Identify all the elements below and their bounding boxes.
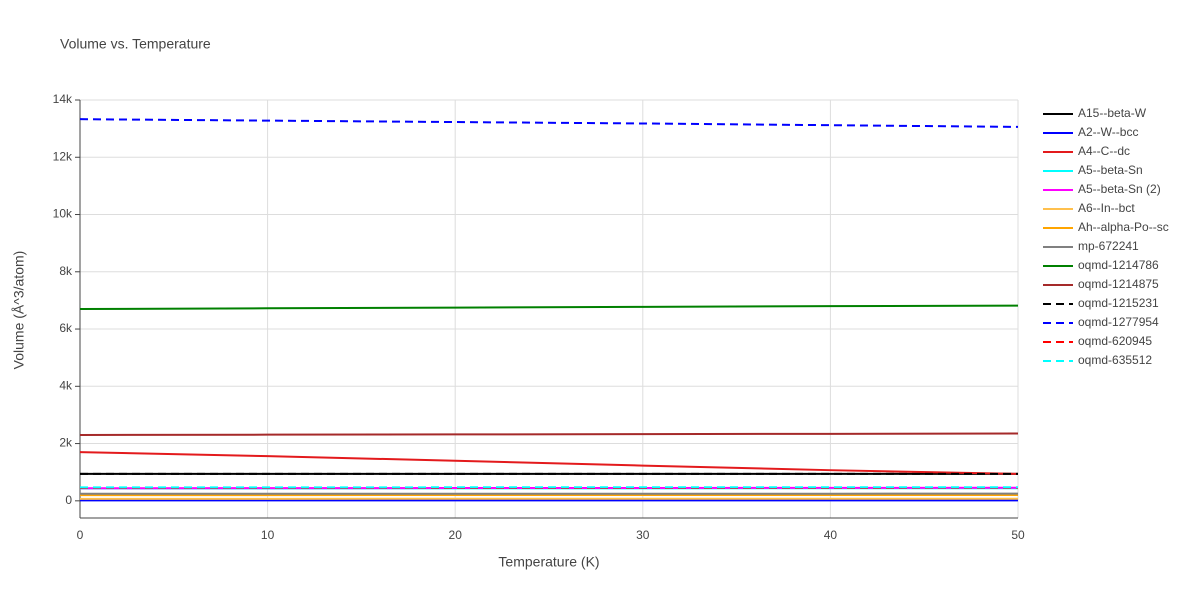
y-tick-label: 8k bbox=[59, 264, 73, 278]
x-tick-label: 10 bbox=[261, 528, 275, 542]
y-tick-label: 2k bbox=[59, 436, 73, 450]
y-tick-label: 6k bbox=[59, 321, 73, 335]
y-tick-label: 4k bbox=[59, 378, 73, 392]
y-tick-label: 0 bbox=[65, 493, 72, 507]
series-line bbox=[79, 118, 1019, 128]
x-tick-label: 40 bbox=[824, 528, 838, 542]
y-axis-label: Volume (Å^3/atom) bbox=[11, 251, 27, 370]
series-line bbox=[79, 432, 1019, 436]
legend-label: oqmd-1214786 bbox=[1078, 258, 1159, 272]
legend-label: mp-672241 bbox=[1078, 239, 1139, 253]
legend-label: A15--beta-W bbox=[1078, 106, 1147, 120]
legend-label: A5--beta-Sn (2) bbox=[1078, 182, 1161, 196]
x-tick-label: 0 bbox=[77, 528, 84, 542]
x-tick-label: 20 bbox=[449, 528, 463, 542]
legend-label: Ah--alpha-Po--sc bbox=[1078, 220, 1169, 234]
y-tick-label: 10k bbox=[53, 207, 73, 221]
chart-title: Volume vs. Temperature bbox=[60, 36, 211, 52]
series-line bbox=[79, 451, 1019, 475]
legend-label: oqmd-1214875 bbox=[1078, 277, 1159, 291]
x-tick-label: 30 bbox=[636, 528, 650, 542]
legend-label: A4--C--dc bbox=[1078, 144, 1130, 158]
legend-label: oqmd-1215231 bbox=[1078, 296, 1159, 310]
y-tick-label: 14k bbox=[53, 92, 73, 106]
legend-label: oqmd-635512 bbox=[1078, 353, 1152, 367]
y-tick-label: 12k bbox=[53, 149, 73, 163]
legend-label: A5--beta-Sn bbox=[1078, 163, 1143, 177]
legend-label: A6--In--bct bbox=[1078, 201, 1135, 215]
x-tick-label: 50 bbox=[1011, 528, 1025, 542]
legend-label: oqmd-620945 bbox=[1078, 334, 1152, 348]
legend-label: A2--W--bcc bbox=[1078, 125, 1138, 139]
x-axis-label: Temperature (K) bbox=[498, 554, 599, 570]
legend-label: oqmd-1277954 bbox=[1078, 315, 1159, 329]
series-line bbox=[79, 304, 1019, 310]
